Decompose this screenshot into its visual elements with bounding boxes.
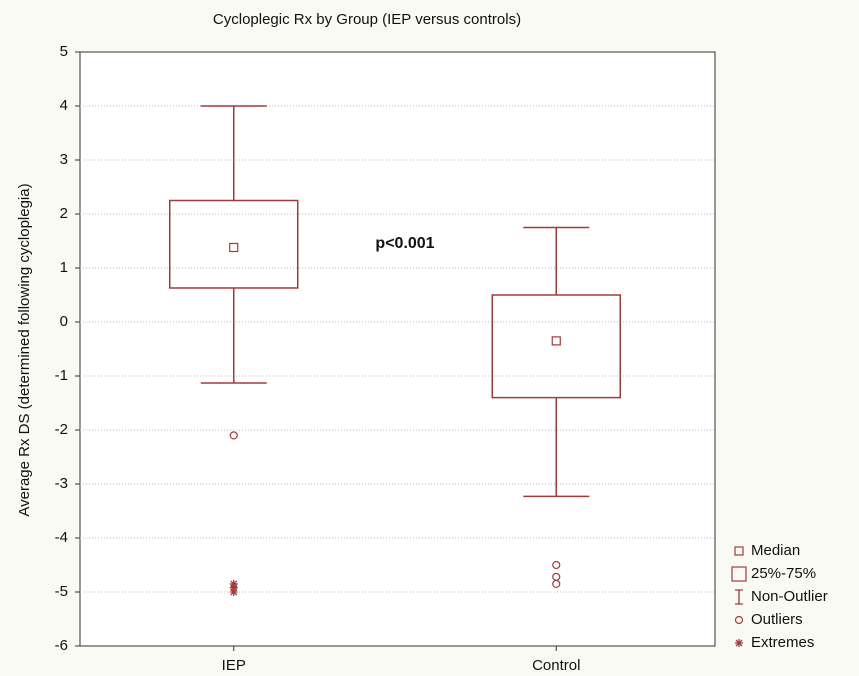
legend-label: Non-Outlier bbox=[751, 588, 828, 605]
legend-label: Extremes bbox=[751, 634, 814, 651]
y-tick-label: -1 bbox=[55, 367, 68, 384]
legend-icon bbox=[735, 639, 743, 647]
annotation: p<0.001 bbox=[375, 235, 434, 252]
y-tick-label: -6 bbox=[55, 637, 68, 654]
y-tick-label: 4 bbox=[60, 97, 68, 114]
y-tick-label: -3 bbox=[55, 475, 68, 492]
extreme bbox=[229, 588, 238, 596]
outlier bbox=[552, 579, 561, 589]
median bbox=[229, 242, 239, 253]
y-tick-label: -4 bbox=[55, 529, 68, 546]
y-tick-label: 5 bbox=[60, 43, 68, 60]
y-tick-label: 2 bbox=[60, 205, 68, 222]
x-tick-label: IEP bbox=[222, 657, 246, 674]
median bbox=[551, 336, 561, 346]
legend-label: Outliers bbox=[751, 611, 803, 628]
outlier bbox=[552, 560, 561, 570]
y-tick-label: -5 bbox=[55, 583, 68, 600]
legend-label: 25%-75% bbox=[751, 565, 816, 582]
y-tick-label: -2 bbox=[55, 421, 68, 438]
chart-title: Cycloplegic Rx by Group (IEP versus cont… bbox=[213, 11, 521, 28]
outlier bbox=[229, 431, 238, 440]
legend-label: Median bbox=[751, 542, 800, 559]
x-tick-label: Control bbox=[532, 657, 580, 674]
box bbox=[169, 199, 299, 289]
plot-area bbox=[79, 51, 716, 647]
legend-icon bbox=[735, 589, 743, 605]
legend-icon bbox=[734, 546, 744, 556]
extreme bbox=[229, 583, 238, 592]
y-tick-label: 3 bbox=[60, 151, 68, 168]
legend-icon bbox=[731, 566, 747, 582]
y-axis-label: Average Rx DS (determined following cycl… bbox=[16, 183, 33, 516]
y-tick-label: 0 bbox=[60, 313, 68, 330]
legend-icon bbox=[734, 615, 744, 625]
y-tick-label: 1 bbox=[60, 259, 68, 276]
box bbox=[491, 294, 621, 399]
